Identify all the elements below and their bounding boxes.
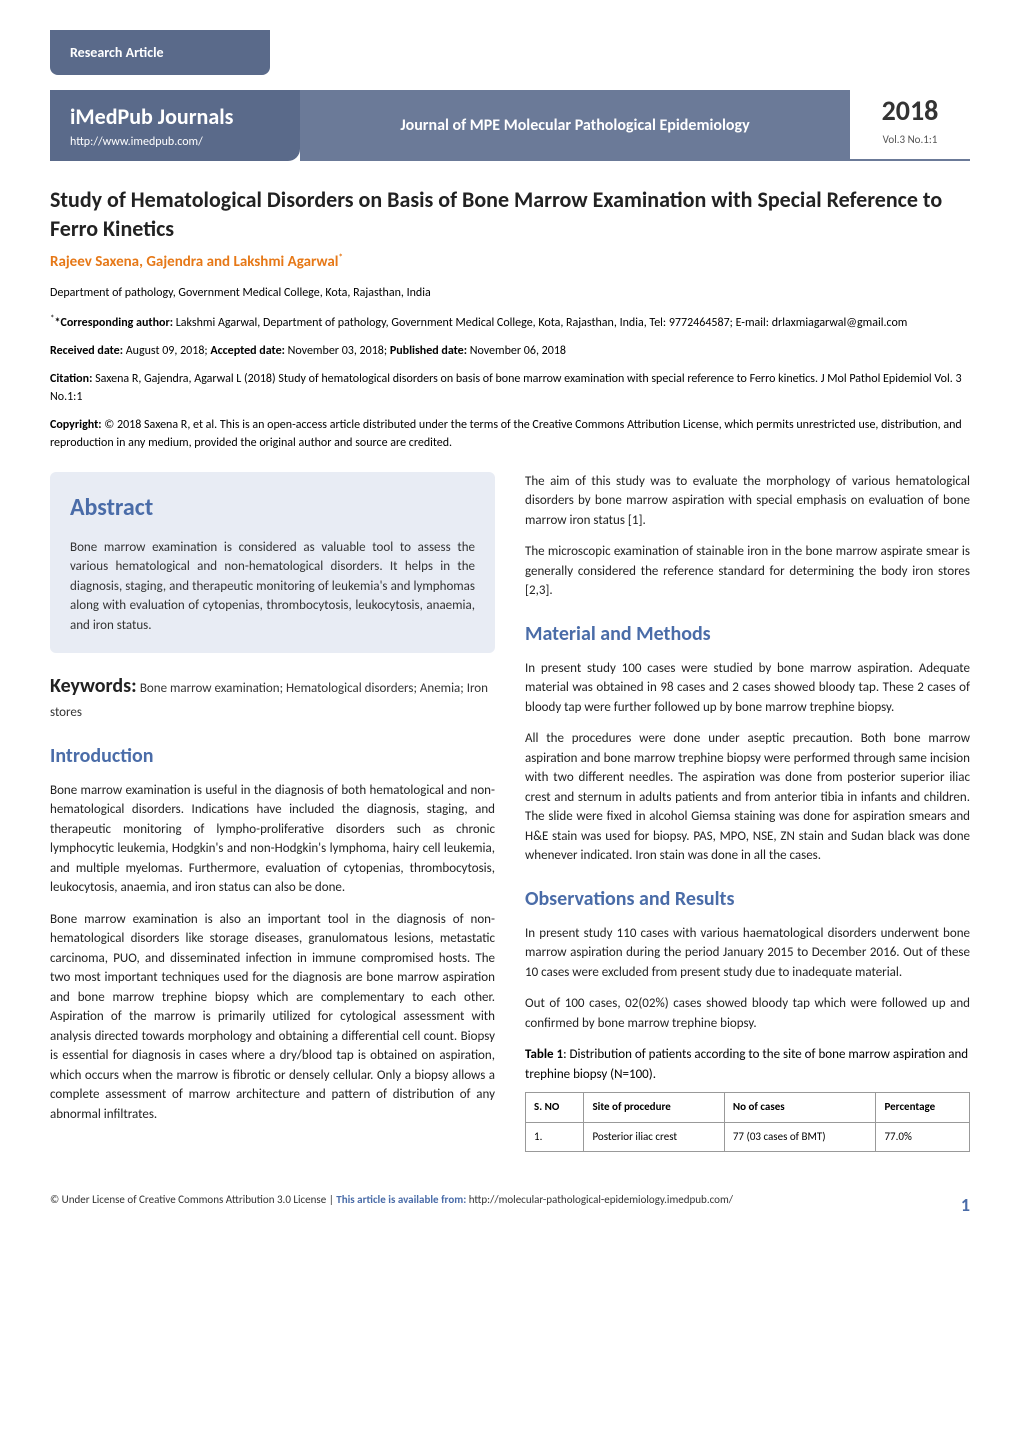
table1-r0c2: 77 (03 cases of BMT) [724,1122,876,1152]
journal-year-box: 2018 Vol.3 No.1:1 [850,90,970,161]
footer: © Under License of Creative Commons Attr… [50,1182,970,1219]
author-superscript: * [339,252,343,263]
publication-year: 2018 [850,90,970,132]
materials-heading: Material and Methods [525,619,970,649]
left-column: Abstract Bone marrow examination is cons… [50,472,495,1153]
corresponding-label: *Corresponding author: [54,316,173,330]
intro-p1: Bone marrow examination is useful in the… [50,781,495,898]
affiliation: Department of pathology, Government Medi… [50,284,970,302]
results-p2: Out of 100 cases, 02(02%) cases showed b… [525,994,970,1033]
copyright-label: Copyright: [50,418,102,432]
table1-r0c0: 1. [526,1122,584,1152]
right-intro-p2: The microscopic examination of stainable… [525,542,970,601]
volume-info: Vol.3 No.1:1 [850,132,970,149]
citation-block: Citation: Saxena R, Gajendra, Agarwal L … [50,370,970,406]
results-heading: Observations and Results [525,884,970,914]
accepted-date: November 03, 2018; [285,344,390,358]
table1-caption-text: : Distribution of patients according to … [525,1047,968,1082]
copyright-block: Copyright: © 2018 Saxena R, et al. This … [50,416,970,452]
right-column: The aim of this study was to evaluate th… [525,472,970,1153]
authors-line: Rajeev Saxena, Gajendra and Lakshmi Agar… [50,251,970,274]
table1-h1: Site of procedure [584,1093,724,1123]
materials-p1: In present study 100 cases were studied … [525,659,970,718]
journal-brand: iMedPub Journals [70,100,280,133]
materials-p2: All the procedures were done under asept… [525,729,970,866]
journal-name: Journal of MPE Molecular Pathological Ep… [300,90,850,161]
table1-h0: S. NO [526,1093,584,1123]
journal-url: http://www.imedpub.com/ [70,133,280,151]
table1: S. NO Site of procedure No of cases Perc… [525,1092,970,1152]
intro-p2: Bone marrow examination is also an impor… [50,910,495,1125]
article-title: Study of Hematological Disorders on Basi… [50,186,970,243]
introduction-heading: Introduction [50,741,495,771]
footer-left: © Under License of Creative Commons Attr… [50,1192,733,1219]
published-date: November 06, 2018 [467,344,566,358]
published-label: Published date: [390,344,467,358]
corresponding-text: Lakshmi Agarwal, Department of pathology… [173,316,907,330]
keywords-block: Keywords: Bone marrow examination; Hemat… [50,671,495,723]
accepted-label: Accepted date: [210,344,285,358]
abstract-text: Bone marrow examination is considered as… [70,538,475,636]
journal-brand-box: iMedPub Journals http://www.imedpub.com/ [50,90,300,161]
table1-h2: No of cases [724,1093,876,1123]
page-number: 1 [961,1192,970,1219]
corresponding-author: **Corresponding author: Lakshmi Agarwal,… [50,312,970,332]
received-date: August 09, 2018; [123,344,210,358]
table1-r0c3: 77.0% [876,1122,970,1152]
received-label: Received date: [50,344,123,358]
citation-text: Saxena R, Gajendra, Agarwal L (2018) Stu… [50,372,962,404]
table1-label: Table 1 [525,1047,563,1062]
table1-h3: Percentage [876,1093,970,1123]
citation-label: Citation: [50,372,92,386]
authors-names: Rajeev Saxena, Gajendra and Lakshmi Agar… [50,253,339,271]
footer-available-label: This article is available from: [336,1193,468,1206]
dates-line: Received date: August 09, 2018; Accepted… [50,342,970,360]
abstract-box: Abstract Bone marrow examination is cons… [50,472,495,654]
right-intro-p1: The aim of this study was to evaluate th… [525,472,970,531]
article-type-badge: Research Article [50,30,270,75]
keywords-label: Keywords: [50,674,137,698]
table1-caption: Table 1: Distribution of patients accord… [525,1045,970,1084]
abstract-heading: Abstract [70,490,475,526]
table1-header-row: S. NO Site of procedure No of cases Perc… [526,1093,970,1123]
table1-row-0: 1. Posterior iliac crest 77 (03 cases of… [526,1122,970,1152]
results-p1: In present study 110 cases with various … [525,924,970,983]
footer-license: © Under License of Creative Commons Attr… [50,1193,336,1206]
table1-r0c1: Posterior iliac crest [584,1122,724,1152]
article-type-text: Research Article [70,44,164,61]
footer-url: http://molecular-pathological-epidemiolo… [469,1193,733,1206]
copyright-text: © 2018 Saxena R, et al. This is an open-… [50,418,962,450]
main-content: Abstract Bone marrow examination is cons… [50,472,970,1153]
journal-header: iMedPub Journals http://www.imedpub.com/… [50,90,970,161]
